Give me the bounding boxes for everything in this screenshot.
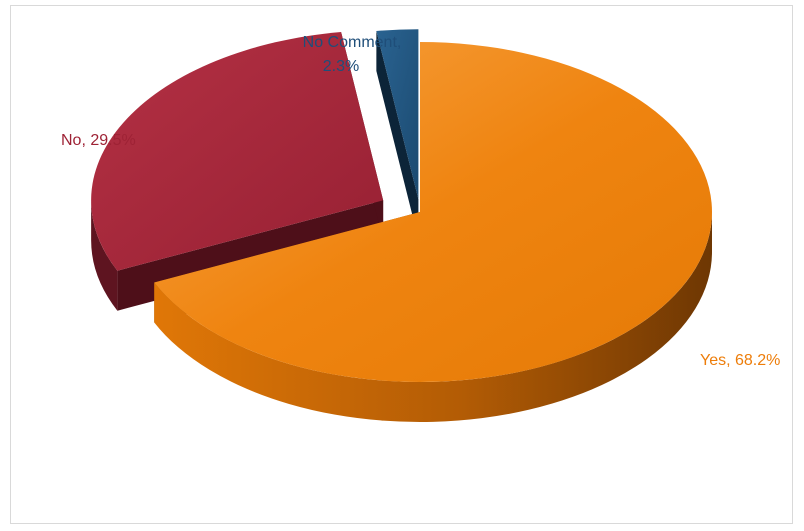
- slice-yes-rim: [154, 212, 713, 422]
- label-nocomment-name: No Comment,: [303, 34, 402, 51]
- label-no: No, 29.5%: [61, 132, 136, 149]
- slice-nocomment-wall-start: [376, 30, 419, 240]
- slice-no-top: [91, 32, 384, 271]
- label-nocomment-pct: 2.3%: [323, 58, 359, 75]
- slice-nocomment: [376, 29, 419, 240]
- slice-nocomment-top: [376, 29, 419, 200]
- slice-yes: [154, 42, 713, 422]
- label-yes: Yes, 68.2%: [700, 352, 780, 369]
- slice-yes-top: [154, 42, 713, 382]
- slice-no-rim: [91, 200, 118, 311]
